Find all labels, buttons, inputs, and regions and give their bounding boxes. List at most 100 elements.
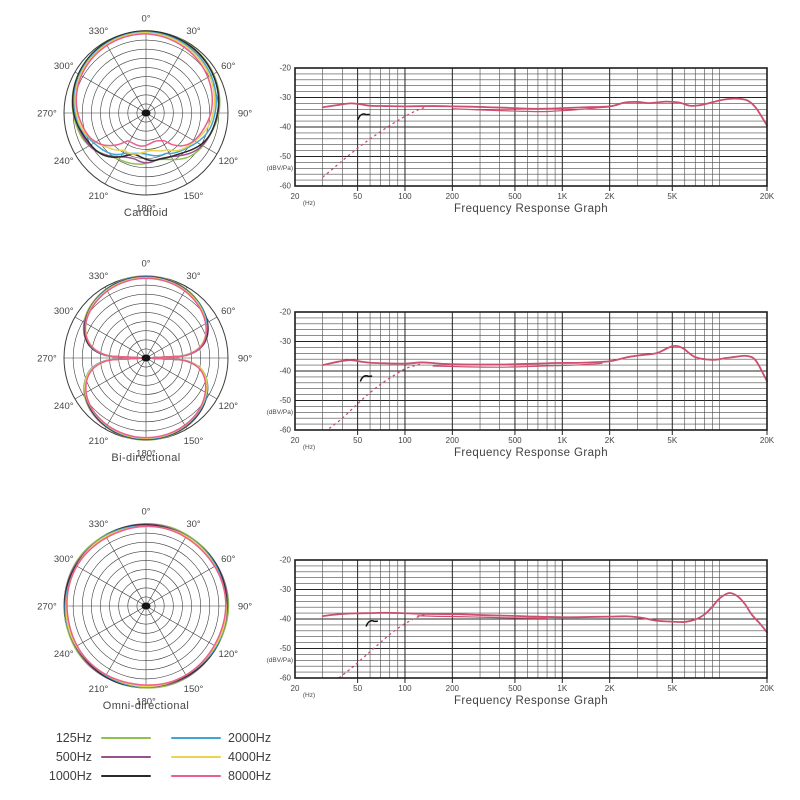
polar-grid-spoke: [145, 286, 188, 359]
legend-swatch-2000Hz: [171, 736, 221, 740]
y-tick-label: -50: [279, 152, 291, 161]
polar-grid-spoke: [104, 605, 147, 678]
polar-chart-bidirectional: 0° 30° 60° 90° 120° 150° 180° 210° 240° 270° 300° 3…: [37, 259, 252, 465]
angle-label: 210°: [89, 436, 109, 447]
polar-chart-omnidirectional: 0° 30° 60° 90° 120° 150° 180° 210° 240° 270° 300° 3…: [37, 507, 252, 713]
angle-label: 0°: [141, 507, 150, 518]
polar-grid-spoke: [145, 534, 188, 607]
y-tick-label: -20: [279, 308, 291, 317]
x-tick-label: 20: [291, 684, 300, 693]
x-tick-label: 20K: [760, 684, 775, 693]
y-tick-label: -30: [279, 337, 291, 346]
plot-frame: [294, 311, 768, 431]
angle-label: 0°: [141, 14, 150, 25]
response-chart-title: Frequency Response Graph: [454, 695, 608, 707]
y-tick-label: -60: [279, 182, 291, 191]
x-tick-label: 500: [508, 684, 522, 693]
angle-label: 300°: [54, 306, 74, 317]
low-frequency-marker: [357, 113, 370, 120]
x-tick-label: 200: [446, 436, 460, 445]
polar-grid-spoke: [74, 112, 147, 155]
low-frequency-marker: [365, 620, 379, 627]
polar-series-2000Hz: [73, 31, 217, 157]
x-tick-label: 50: [353, 684, 362, 693]
angle-label: 240°: [54, 649, 74, 660]
x-axis-unit-label: (Hz): [303, 444, 315, 451]
x-axis-unit-label: (Hz): [303, 200, 315, 207]
polar-grid-spoke: [145, 564, 218, 607]
angle-label: 90°: [238, 109, 253, 120]
polar-series-1000Hz: [71, 30, 220, 162]
angle-label: 60°: [221, 61, 236, 72]
polar-grid-spoke: [145, 112, 188, 185]
angle-label: 30°: [186, 271, 201, 282]
y-tick-label: -20: [279, 556, 291, 565]
x-tick-label: 20: [291, 192, 300, 201]
legend-label-4000Hz: 4000Hz: [228, 750, 272, 764]
legend-row: 500Hz 4000Hz: [40, 750, 271, 764]
x-tick-label: 500: [508, 436, 522, 445]
polar-chart-cardioid: 0° 30° 60° 90° 120° 150° 180° 210° 240° 270° 300° 3…: [37, 14, 253, 220]
angle-label: 270°: [37, 602, 57, 613]
low-frequency-marker: [359, 374, 373, 382]
angle-label: 180°: [136, 697, 156, 708]
x-tick-label: 20: [291, 436, 300, 445]
y-tick-label: -60: [279, 426, 291, 435]
polar-grid-spoke: [145, 605, 188, 678]
microphone-center-icon: [141, 602, 151, 610]
angle-label: 150°: [184, 191, 204, 202]
legend-swatch-1000Hz: [101, 774, 151, 778]
frequency-response-chart-1: -20 -30 -40 -50 -60 (dBV/Pa) 20 50 100 200 500 1K 2K…: [267, 64, 775, 216]
response-curve: [321, 344, 768, 383]
response-dashed-curve: [322, 106, 426, 178]
x-tick-label: 2K: [605, 192, 615, 201]
x-tick-label: 2K: [605, 684, 615, 693]
angle-label: 330°: [89, 271, 109, 282]
angle-label: 330°: [89, 26, 109, 37]
x-tick-label: 100: [398, 684, 412, 693]
frequency-response-chart-2: -20 -30 -40 -50 -60 (dBV/Pa) 20 50 100 200 500 1K 2K…: [267, 308, 775, 460]
response-curve-secondary: [452, 106, 610, 113]
x-tick-label: 1K: [557, 436, 567, 445]
microphone-center-icon: [141, 354, 151, 362]
angle-label: 270°: [37, 109, 57, 120]
plot-frame: [294, 67, 768, 187]
polar-grid-spoke: [74, 316, 147, 359]
x-tick-label: 20K: [760, 192, 775, 201]
angle-label: 180°: [136, 204, 156, 215]
polar-grid-spoke: [104, 357, 147, 430]
polar-series-4000Hz: [74, 32, 216, 155]
x-tick-label: 100: [398, 436, 412, 445]
angle-label: 180°: [136, 449, 156, 460]
legend-label-8000Hz: 8000Hz: [228, 769, 272, 783]
angle-label: 120°: [218, 156, 238, 167]
x-tick-label: 200: [446, 684, 460, 693]
y-tick-label: -50: [279, 644, 291, 653]
angle-label: 300°: [54, 61, 74, 72]
legend-swatch-500Hz: [101, 755, 151, 759]
y-tick-label: -40: [279, 615, 291, 624]
x-tick-label: 5K: [667, 684, 677, 693]
response-curve-secondary: [432, 362, 603, 368]
x-tick-label: 2K: [605, 436, 615, 445]
response-chart-title: Frequency Response Graph: [454, 203, 608, 215]
polar-chart-title: Omni-directional: [103, 700, 189, 712]
angle-label: 120°: [218, 649, 238, 660]
angle-label: 30°: [186, 26, 201, 37]
angle-label: 120°: [218, 401, 238, 412]
polar-series-8000Hz: [66, 525, 227, 686]
y-tick-label: -50: [279, 396, 291, 405]
angle-label: 330°: [89, 519, 109, 530]
polar-grid-spoke: [145, 357, 188, 430]
polar-grid-spoke: [74, 605, 147, 648]
legend-label-125Hz: 125Hz: [55, 731, 92, 745]
polar-chart-title: Bi-directional: [111, 452, 180, 464]
y-tick-label: -20: [279, 64, 291, 73]
microphone-center-icon: [141, 109, 151, 117]
angle-label: 240°: [54, 401, 74, 412]
response-dashed-curve: [338, 613, 428, 679]
x-tick-label: 500: [508, 192, 522, 201]
polar-grid-spoke: [74, 71, 147, 114]
polar-grid-spoke: [104, 534, 147, 607]
